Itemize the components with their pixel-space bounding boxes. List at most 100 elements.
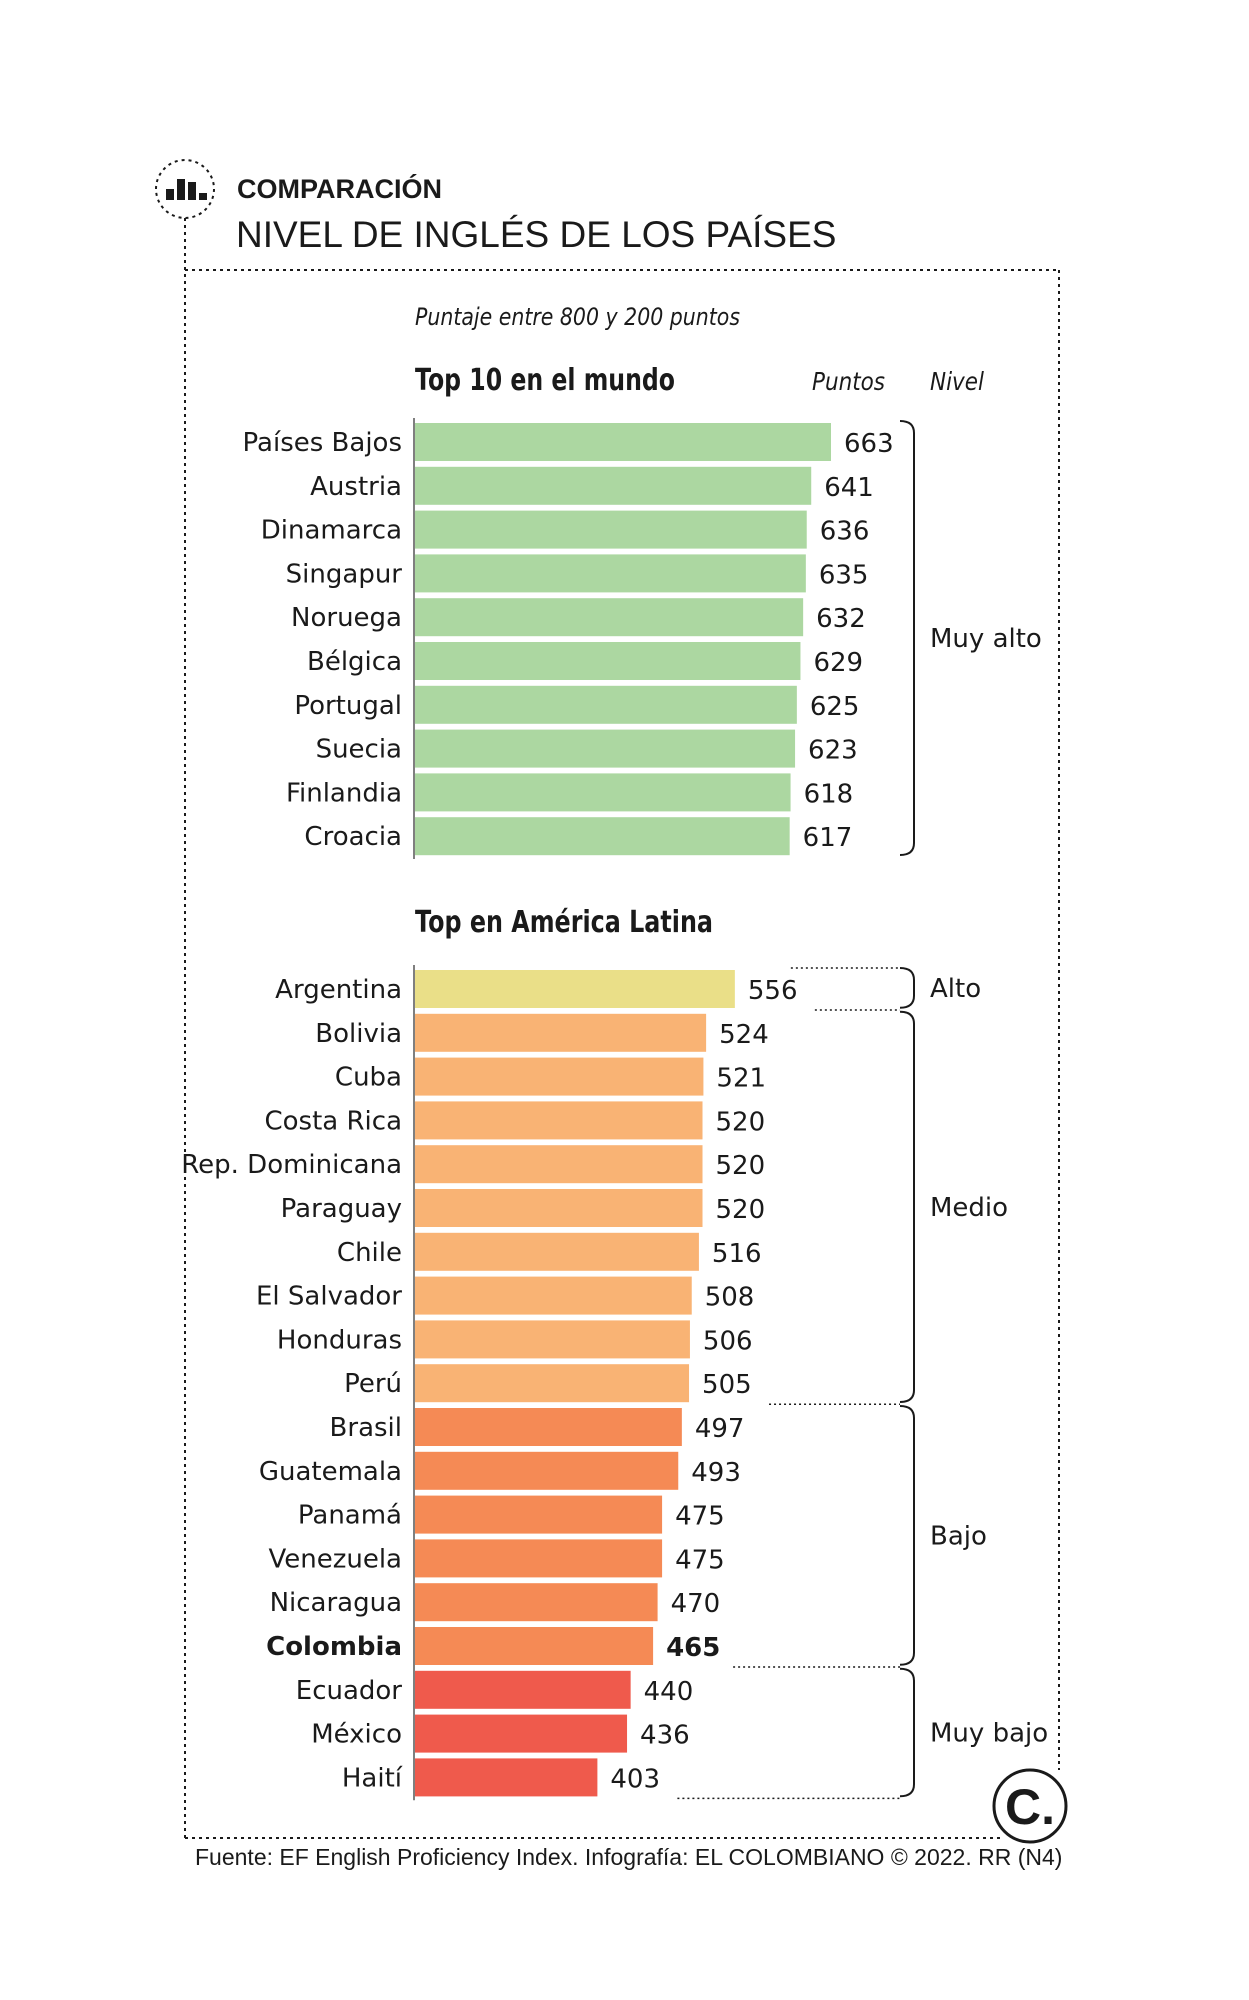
bar-croacia <box>415 817 790 856</box>
level-label-alto: Alto <box>930 974 981 1004</box>
value-label: 497 <box>695 1414 745 1444</box>
value-label: 436 <box>640 1721 690 1751</box>
value-label: 475 <box>675 1502 725 1532</box>
value-label: 636 <box>820 517 870 547</box>
value-label: 475 <box>675 1545 725 1575</box>
value-label: 632 <box>816 604 866 634</box>
bar-dinamarca <box>415 510 807 549</box>
bar-guatemala <box>415 1451 679 1490</box>
bar-portugal <box>415 685 797 724</box>
level-bracket <box>899 1405 915 1666</box>
value-label: 470 <box>671 1589 721 1619</box>
chart-title-latam: Top en América Latina <box>415 905 713 940</box>
category-label: Croacia <box>304 822 402 852</box>
level-label-bajo: Bajo <box>930 1521 987 1551</box>
bar-suecia <box>415 729 796 768</box>
value-label: 520 <box>716 1195 766 1225</box>
category-label: Finlandia <box>286 778 402 808</box>
value-label: 465 <box>666 1633 720 1663</box>
level-label-muy-bajo: Muy bajo <box>930 1719 1048 1749</box>
category-label: Bélgica <box>307 647 402 677</box>
category-label: Costa Rica <box>264 1106 402 1136</box>
bar-pa-ses-bajos <box>415 423 831 461</box>
category-label: México <box>311 1720 402 1750</box>
category-label: El Salvador <box>256 1282 402 1312</box>
chart-subtitle: Puntaje entre 800 y 200 puntos <box>415 303 740 331</box>
bar-venezuela <box>415 1539 663 1578</box>
bar-b-lgica <box>415 642 801 680</box>
bar-argentina <box>415 970 735 1008</box>
column-header-level: Nivel <box>930 367 984 396</box>
bar-singapur <box>415 554 806 593</box>
category-label: Suecia <box>316 735 402 765</box>
level-bracket <box>899 420 915 856</box>
category-label: Portugal <box>294 691 402 721</box>
bar-chart-icon <box>155 159 215 219</box>
value-label: 524 <box>719 1020 769 1050</box>
bar-colombia <box>415 1627 654 1665</box>
value-label: 629 <box>813 648 863 678</box>
bar-panam- <box>415 1495 663 1534</box>
value-label: 516 <box>712 1239 762 1269</box>
value-label: 625 <box>810 692 860 722</box>
bar-chile <box>415 1232 699 1271</box>
chart-title-world: Top 10 en el mundo <box>415 363 675 398</box>
level-bracket <box>899 1667 915 1798</box>
header-kicker: COMPARACIÓN <box>237 173 442 204</box>
value-label: 521 <box>716 1064 766 1094</box>
el-colombiano-logo: C. <box>992 1768 1068 1844</box>
category-label: Ecuador <box>296 1676 403 1706</box>
value-label: 493 <box>691 1458 741 1488</box>
column-header-points: Puntos <box>812 367 885 396</box>
category-label: Panamá <box>298 1501 402 1531</box>
bar-cuba <box>415 1057 704 1096</box>
category-label: Venezuela <box>268 1544 402 1574</box>
category-label: Noruega <box>291 603 402 633</box>
category-label: Colombia <box>266 1632 402 1662</box>
value-label: 505 <box>702 1370 752 1400</box>
bar-austria <box>415 466 812 505</box>
category-label: Paraguay <box>281 1194 402 1224</box>
chart-top-world: Países Bajos 663 Austria 641 Dinamarca 636 Sin… <box>243 418 1042 859</box>
level-bracket <box>899 1010 915 1403</box>
category-label: Chile <box>337 1238 402 1268</box>
bar-per- <box>415 1364 690 1403</box>
value-label: 520 <box>716 1107 766 1137</box>
category-label: Singapur <box>286 559 403 589</box>
bar-bolivia <box>415 1013 707 1052</box>
category-label: Haití <box>342 1763 403 1793</box>
chart-top-latam: Argentina 556 Bolivia 524 Cuba 521 Costa Rica 5… <box>181 965 1048 1801</box>
value-label: 508 <box>705 1283 755 1313</box>
value-label: 506 <box>703 1326 753 1356</box>
bar-nicaragua <box>415 1583 658 1622</box>
bar-paraguay <box>415 1189 703 1227</box>
page-title: NIVEL DE INGLÉS DE LOS PAÍSES <box>236 214 836 255</box>
bar-costa-rica <box>415 1101 703 1140</box>
category-label: Bolivia <box>315 1019 402 1049</box>
source-footer: Fuente: EF English Proficiency Index. In… <box>195 1844 1062 1870</box>
value-label: 556 <box>748 976 798 1006</box>
value-label: 403 <box>610 1764 660 1794</box>
bar-rep-dominicana <box>415 1145 703 1184</box>
level-label-muy-alto: Muy alto <box>930 624 1042 654</box>
category-label: Nicaragua <box>270 1588 402 1618</box>
value-label: 440 <box>644 1677 694 1707</box>
category-label: Cuba <box>335 1063 402 1093</box>
category-label: Austria <box>310 472 402 502</box>
bar-honduras <box>415 1320 690 1359</box>
chart-frame <box>185 269 1060 1839</box>
value-label: 641 <box>824 473 874 503</box>
value-label: 617 <box>803 823 853 853</box>
value-label: 635 <box>819 560 869 590</box>
level-bracket <box>899 967 915 1009</box>
value-label: 663 <box>844 429 894 459</box>
category-label: Argentina <box>275 975 402 1005</box>
category-label: Honduras <box>277 1325 402 1355</box>
value-label: 618 <box>804 779 854 809</box>
category-label: Guatemala <box>259 1457 402 1487</box>
level-label-medio: Medio <box>930 1193 1008 1223</box>
category-label: Rep. Dominicana <box>181 1150 402 1180</box>
bar-m-xico <box>415 1714 628 1753</box>
logo-letter: C. <box>1005 1779 1055 1835</box>
